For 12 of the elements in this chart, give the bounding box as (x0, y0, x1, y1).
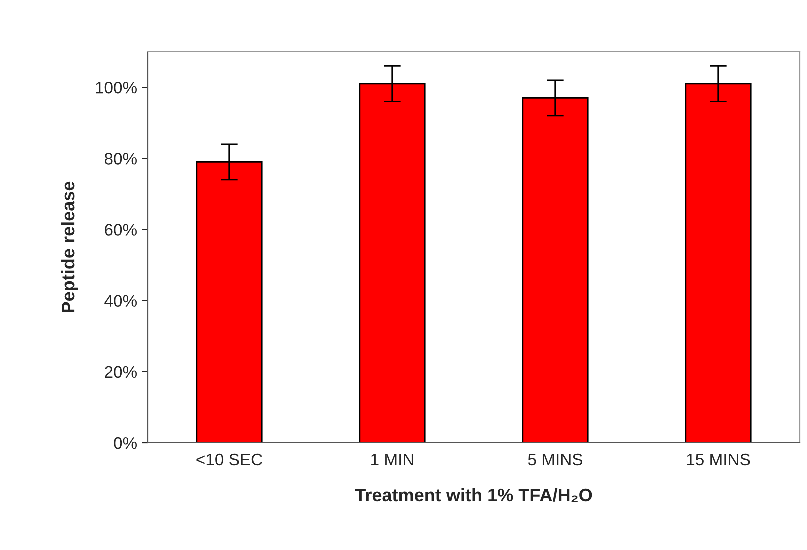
y-tick-label: 40% (104, 295, 137, 308)
x-tick-label: 5 MINS (528, 454, 583, 466)
y-tick-label: 20% (105, 366, 137, 378)
x-tick-label: 1 MIN (372, 454, 414, 466)
y-tick-label: 0% (114, 437, 137, 450)
y-tick-label: 80% (104, 153, 137, 165)
y-tick-label: 60% (105, 224, 137, 236)
x-axis-title: Treatment with 1% TFA/H₂O (355, 488, 592, 502)
x-tick-label: 15 MINS (687, 454, 750, 466)
y-axis-title: Peptide release (61, 182, 78, 313)
y-tick-label: 100% (96, 82, 137, 94)
x-tick-label: <10 SEC (196, 454, 262, 466)
